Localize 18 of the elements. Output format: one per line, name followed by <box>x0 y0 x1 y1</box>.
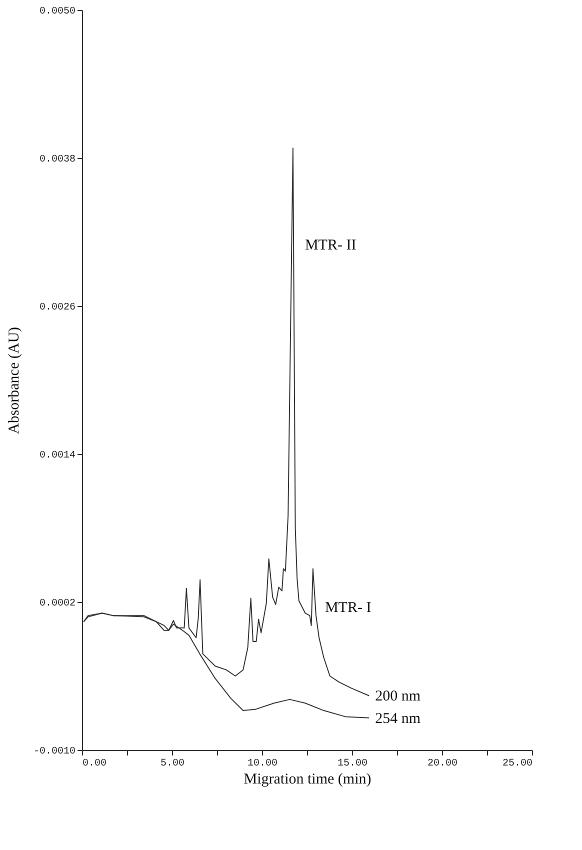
y-tick-label: 0.0038 <box>39 154 76 166</box>
series-label: 254 nm <box>375 710 421 727</box>
y-tick-label: 0.0014 <box>39 450 76 462</box>
y-tick-label: 0.0026 <box>39 302 76 314</box>
y-axis-title: Absorbance (AU) <box>6 326 22 434</box>
x-tick-label: 25.00 <box>502 758 532 770</box>
x-axis-title: Migration time (min) <box>244 772 372 788</box>
x-tick-label: 15.00 <box>337 758 368 770</box>
x-tick-label: 10.00 <box>247 758 278 770</box>
y-tick-label: -0.0010 <box>33 746 76 758</box>
y-tick-label: 0.0050 <box>39 6 76 18</box>
y-tick-label: 0.0002 <box>39 598 76 610</box>
x-tick-label: 5.00 <box>160 758 185 770</box>
series-label: 200 nm <box>375 688 421 705</box>
annotation: MTR- II <box>304 237 356 254</box>
x-tick-label: 20.00 <box>427 758 458 770</box>
x-tick-label: 0.00 <box>82 758 107 770</box>
annotation: MTR- I <box>324 600 372 616</box>
